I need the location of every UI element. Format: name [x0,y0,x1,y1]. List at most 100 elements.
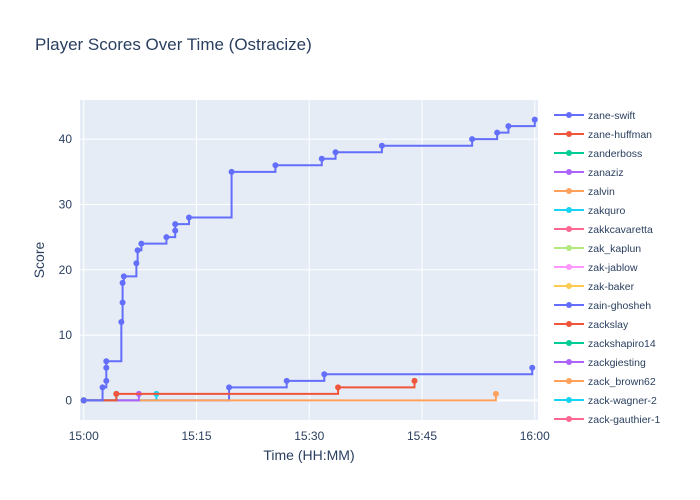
legend-swatch-marker [566,340,572,346]
legend-label: zack-gauthier-1 [588,414,661,426]
legend-label: zanaziz [588,167,624,179]
legend-swatch-marker [566,264,572,270]
data-point [118,319,125,326]
legend-swatch-marker [566,397,572,403]
data-point [163,234,170,241]
legend-item[interactable]: zak_kaplun [554,243,641,255]
legend-item[interactable]: zackslay [554,319,629,331]
data-point [113,390,120,397]
data-point [494,129,501,136]
legend-swatch-marker [566,131,572,137]
legend-label: zain-ghosheh [588,300,651,312]
legend-item[interactable]: zain-ghosheh [554,300,651,312]
data-point [272,162,279,169]
data-point [318,155,325,162]
legend[interactable]: zane-swift zane-huffman zanderboss zanaziz z… [554,110,661,426]
legend-label: zane-huffman [588,129,652,141]
legend-label: zackshapiro14 [588,338,656,350]
legend-item[interactable]: zane-huffman [554,129,652,141]
data-point [378,142,385,149]
legend-swatch-marker [566,245,572,251]
legend-label: zanderboss [588,148,642,160]
legend-swatch-marker [566,169,572,175]
data-point [492,390,499,397]
legend-swatch-marker [566,150,572,156]
data-point [411,377,418,384]
data-point [185,214,192,221]
x-axis-title: Time (HH:MM) [263,447,354,463]
series-line [83,380,416,402]
data-point [103,364,110,371]
data-point [228,168,235,175]
legend-item[interactable]: zack_brown62 [554,376,656,388]
x-tick-label: 15:45 [407,429,437,443]
x-gridlines [83,100,536,420]
legend-item[interactable]: zackshapiro14 [554,338,656,350]
data-point [321,371,328,378]
legend-item[interactable]: zack-wagner-2 [554,395,657,407]
y-tick-labels: 0 10 20 30 40 [59,132,73,407]
legend-swatch-marker [566,359,572,365]
legend-label: zakkcavaretta [588,224,653,236]
legend-item[interactable]: zak-jablow [554,262,638,274]
data-point [119,279,126,286]
legend-swatch-marker [566,378,572,384]
x-tick-labels: 15:00 15:15 15:30 15:45 16:00 [69,429,550,443]
legend-swatch-marker [566,207,572,213]
data-point [120,273,127,280]
legend-swatch-marker [566,416,572,422]
legend-swatch-marker [566,283,572,289]
series-zane-swift [80,116,538,404]
data-point [138,240,145,247]
legend-item[interactable]: zak-baker [554,281,635,293]
legend-swatch-marker [566,321,572,327]
legend-label: zack-wagner-2 [588,395,657,407]
data-point [172,227,179,234]
y-tick-label: 0 [65,393,72,407]
data-point [332,149,339,156]
x-tick-label: 16:00 [520,429,550,443]
legend-label: zalvin [588,186,615,198]
y-tick-label: 20 [59,263,73,277]
x-tick-label: 15:00 [69,429,99,443]
data-point [80,397,87,404]
legend-label: zak-baker [588,281,635,293]
data-point [529,364,536,371]
legend-swatch-marker [566,226,572,232]
legend-label: zak_kaplun [588,243,641,255]
legend-item[interactable]: zanaziz [554,167,624,179]
legend-item[interactable]: zalvin [554,186,615,198]
data-point [103,358,110,365]
data-point [335,384,342,391]
chart-title: Player Scores Over Time (Ostracize) [35,35,312,54]
data-point [119,299,126,306]
data-point [531,116,538,123]
legend-item[interactable]: zakquro [554,205,626,217]
data-point [283,377,290,384]
x-tick-label: 15:30 [294,429,324,443]
y-axis-title: Score [31,242,47,279]
legend-label: zakquro [588,205,626,217]
legend-item[interactable]: zane-swift [554,110,635,122]
y-tick-label: 40 [59,132,73,146]
y-tick-label: 10 [59,328,73,342]
legend-label: zack_brown62 [588,376,656,388]
legend-item[interactable]: zanderboss [554,148,642,160]
legend-item[interactable]: zack-gauthier-1 [554,414,661,426]
legend-label: zackslay [588,319,629,331]
data-point [103,377,110,384]
legend-label: zackgiesting [588,357,646,369]
series-line [83,119,536,402]
y-tick-label: 30 [59,197,73,211]
data-point [226,384,233,391]
legend-item[interactable]: zackgiesting [554,357,646,369]
data-point [134,247,141,254]
legend-item[interactable]: zakkcavaretta [554,224,653,236]
x-tick-label: 15:15 [181,429,211,443]
series-zane-huffman [80,377,418,404]
legend-swatch-marker [566,188,572,194]
legend-label: zane-swift [588,110,635,122]
data-point [99,384,106,391]
series-layer [80,116,538,404]
